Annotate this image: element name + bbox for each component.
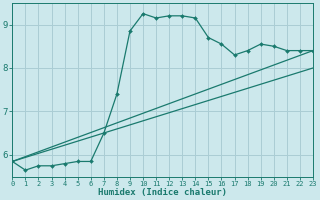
X-axis label: Humidex (Indice chaleur): Humidex (Indice chaleur) [98, 188, 227, 197]
